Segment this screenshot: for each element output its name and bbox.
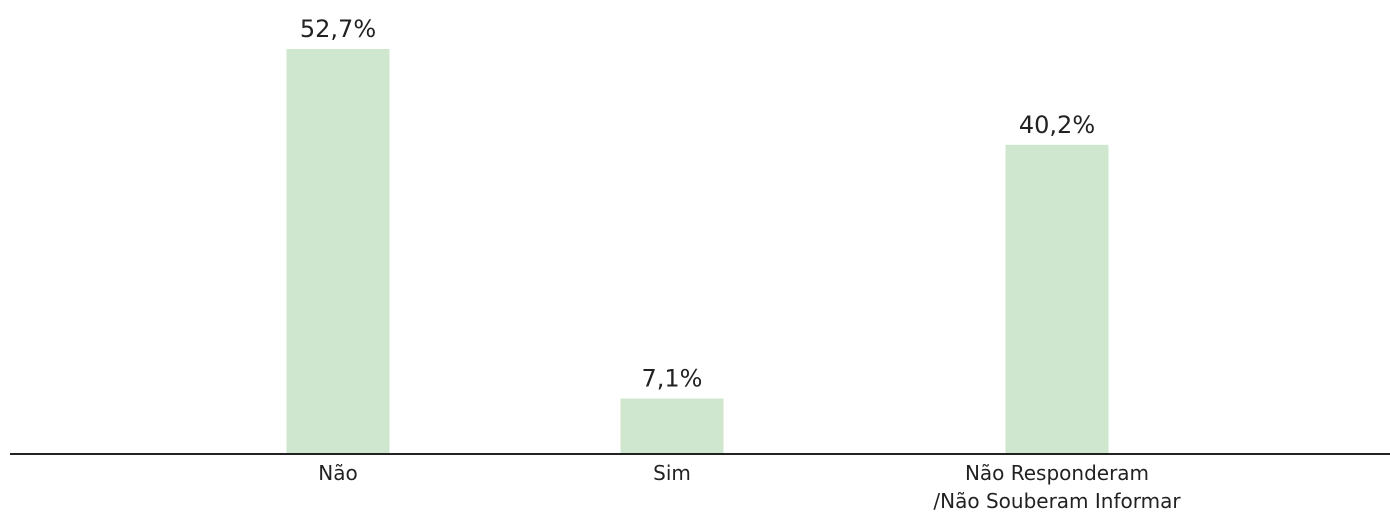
category-label: Não Responderam /Não Souberam Informar (933, 461, 1181, 513)
bar (620, 398, 724, 453)
bar (1005, 144, 1109, 453)
value-label: 52,7% (300, 15, 376, 43)
value-label: 7,1% (642, 365, 703, 393)
category-label: Não (318, 461, 358, 485)
category-label: Sim (653, 461, 691, 485)
value-label: 40,2% (1019, 111, 1095, 139)
bar (286, 49, 390, 453)
